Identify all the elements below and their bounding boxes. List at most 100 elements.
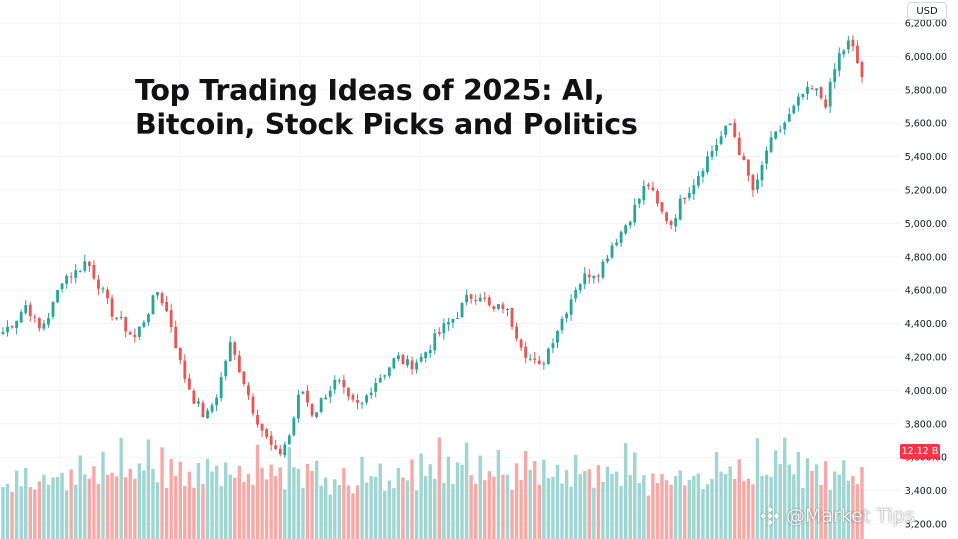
candle-body (742, 156, 746, 161)
volume-bar (801, 487, 805, 539)
candle-body (415, 362, 419, 370)
candle-body (483, 297, 487, 299)
volume-bar (137, 463, 142, 539)
candle-body (669, 220, 673, 226)
candle-body (769, 137, 773, 152)
volume-bar (664, 480, 669, 539)
candle (124, 316, 128, 338)
price-tick-label: 3,800.00 (905, 419, 947, 430)
candle-body (710, 151, 714, 157)
candle (283, 441, 287, 458)
candle (187, 373, 191, 390)
candle (33, 313, 37, 323)
candle (101, 286, 105, 293)
candle (660, 201, 664, 215)
volume-bar (378, 463, 382, 539)
volume-bar (846, 480, 851, 539)
volume-bar (464, 442, 469, 539)
candle (815, 88, 818, 96)
candle-body (683, 198, 687, 200)
candle-body (210, 405, 214, 412)
candle-body (383, 375, 387, 377)
candle (437, 327, 441, 337)
candle-body (360, 403, 364, 405)
candle (51, 301, 55, 320)
candle-body (319, 398, 323, 412)
candle-body (347, 388, 350, 397)
candle (319, 397, 323, 414)
candle-body (478, 297, 482, 302)
candle-body (101, 288, 105, 290)
volume-bar (151, 469, 155, 539)
candle (160, 291, 164, 307)
candle-body (337, 380, 341, 382)
volume-bar (755, 438, 760, 539)
candle-body (706, 156, 709, 173)
candle-body (256, 414, 259, 425)
candle-body (642, 186, 646, 201)
candle (542, 361, 546, 370)
candle (596, 273, 600, 283)
volume-bar (764, 474, 769, 539)
candle (15, 320, 19, 335)
candle-body (60, 283, 64, 289)
volume-bar (37, 481, 42, 539)
candle-body (583, 273, 587, 285)
volume-bar (564, 470, 569, 539)
volume-bar (242, 481, 246, 539)
volume-bar (273, 476, 278, 539)
volume-bar (410, 459, 414, 539)
volume-bar (255, 444, 260, 539)
candle (783, 121, 787, 135)
volume-bar (174, 475, 178, 539)
candle (133, 328, 137, 343)
candle-body (183, 360, 187, 379)
candle-body (678, 198, 682, 220)
candle (60, 283, 64, 293)
candle (633, 198, 637, 226)
candle-body (696, 176, 700, 186)
candle (87, 260, 91, 273)
candle-body (733, 122, 737, 137)
currency-button[interactable]: USD (907, 2, 947, 20)
candle (474, 294, 478, 305)
candle (374, 377, 378, 398)
candle-body (201, 402, 205, 418)
volume-bar (737, 459, 741, 539)
volume-bar (705, 484, 710, 539)
volume-bars (1, 437, 864, 539)
candle (528, 353, 532, 361)
candle-body (137, 326, 141, 337)
volume-bar (233, 477, 237, 539)
candle-body (565, 313, 568, 318)
volume-bar (264, 479, 269, 539)
volume-bar (223, 462, 228, 539)
volume-bar (14, 470, 19, 539)
volume-bar (519, 479, 523, 539)
volume-bar (478, 455, 482, 539)
candle-body (474, 299, 478, 301)
candle-body (215, 397, 219, 406)
candle (828, 78, 832, 113)
candle (692, 179, 696, 201)
candle-body (315, 412, 319, 417)
candle (356, 393, 359, 410)
candle (460, 302, 464, 318)
volume-bar (551, 476, 555, 539)
candle (183, 354, 187, 383)
candle (174, 320, 178, 349)
volume-bar (514, 463, 519, 539)
candle (810, 85, 814, 91)
candle-body (392, 358, 396, 369)
volume-bar (623, 443, 628, 539)
candle-body (751, 175, 755, 191)
volume-bar (587, 469, 592, 539)
volume-bar (164, 487, 169, 539)
volume-bar (10, 491, 14, 539)
candle-body (469, 294, 473, 299)
volume-bar (401, 477, 405, 539)
candle (642, 180, 646, 205)
candle (796, 92, 800, 112)
candle-body (660, 202, 664, 212)
